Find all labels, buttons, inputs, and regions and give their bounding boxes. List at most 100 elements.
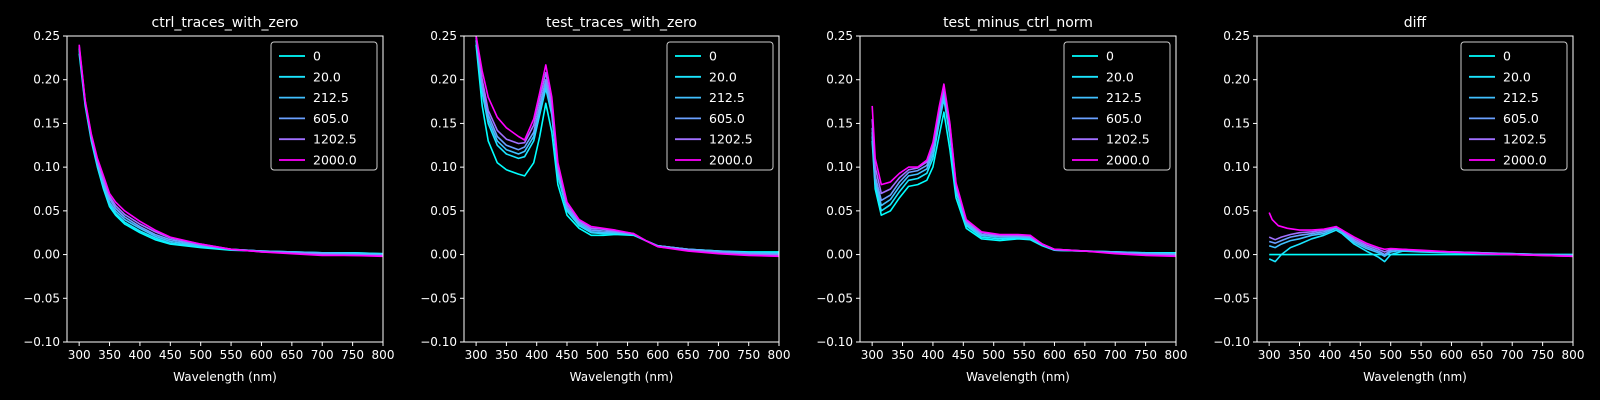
x-tick-label-1: 350 [98,348,121,362]
x-tick-label-0: 300 [465,348,488,362]
legend-box [1063,41,1171,171]
y-tick-label-2: 0.00 [1223,248,1250,262]
series-line-5 [78,44,383,258]
legend-box [1460,41,1568,171]
x-tick-label-5: 550 [616,348,639,362]
legend-label-2: 212.5 [1503,90,1539,105]
y-tick-label-5: 0.15 [430,116,457,130]
x-tick-label-6: 600 [1043,348,1066,362]
y-tick-label-0: −0.10 [420,335,457,349]
x-tick-label-9: 750 [1134,348,1157,362]
y-tick-label-2: 0.00 [33,248,60,262]
legend-label-3: 605.0 [1503,111,1539,126]
legend-label-4: 1202.5 [313,132,357,147]
x-tick-label-8: 700 [1104,348,1127,362]
y-tick-label-6: 0.20 [826,73,853,87]
x-tick-label-0: 300 [861,348,884,362]
x-tick-label-6: 600 [1440,348,1463,362]
x-tick-label-2: 400 [525,348,548,362]
legend-label-0: 0 [709,49,717,64]
x-axis-label: Wavelength (nm) [570,370,674,384]
legend-label-2: 212.5 [313,90,349,105]
legend-label-4: 1202.5 [1106,132,1150,147]
x-tick-label-0: 300 [1258,348,1281,362]
chart-title: ctrl_traces_with_zero [152,15,299,31]
y-tick-label-5: 0.15 [826,116,853,130]
x-tick-label-7: 650 [1073,348,1096,362]
x-axis-label: Wavelength (nm) [1363,370,1467,384]
x-tick-label-6: 600 [250,348,273,362]
y-tick-label-6: 0.20 [33,73,60,87]
chart-panel-4: 300 350 400 450 500 550 600 650 700 750 800 −0.10 −0… [1213,15,1584,384]
x-tick-label-5: 550 [220,348,243,362]
legend-label-1: 20.0 [1106,69,1134,84]
legend-label-5: 2000.0 [1503,153,1547,168]
y-tick-label-5: 0.15 [33,116,60,130]
x-tick-label-6: 600 [646,348,669,362]
x-tick-label-9: 750 [1531,348,1554,362]
x-tick-label-5: 550 [1410,348,1433,362]
y-tick-label-0: −0.10 [23,335,60,349]
y-tick-label-6: 0.20 [1223,73,1250,87]
legend-label-1: 20.0 [709,69,737,84]
x-tick-label-7: 650 [677,348,700,362]
chart-title: test_minus_ctrl_norm [943,15,1093,31]
legend-label-0: 0 [313,49,321,64]
x-tick-label-3: 450 [1349,348,1372,362]
chart-panel-2: 300 350 400 450 500 550 600 650 700 750 800 −0.10 −0… [420,15,790,384]
x-tick-label-3: 450 [159,348,182,362]
x-axis-label: Wavelength (nm) [966,370,1070,384]
x-tick-label-7: 650 [280,348,303,362]
y-tick-label-4: 0.10 [430,160,457,174]
y-tick-label-7: 0.25 [430,29,457,43]
y-tick-label-5: 0.15 [1223,116,1250,130]
x-tick-label-1: 350 [1288,348,1311,362]
chart-title: diff [1404,15,1427,31]
x-tick-label-1: 350 [495,348,518,362]
y-tick-label-1: −0.05 [420,291,457,305]
legend-label-3: 605.0 [1106,111,1142,126]
series-line-5 [1268,212,1573,258]
y-tick-label-3: 0.05 [1223,204,1250,218]
x-tick-label-3: 450 [952,348,975,362]
y-tick-label-7: 0.25 [1223,29,1250,43]
legend-label-4: 1202.5 [1503,132,1547,147]
x-tick-label-10: 800 [1562,348,1585,362]
y-tick-label-4: 0.10 [826,160,853,174]
chart-panel-3: 300 350 400 450 500 550 600 650 700 750 800 −0.10 −0… [816,15,1187,384]
x-tick-label-8: 700 [311,348,334,362]
y-tick-label-0: −0.10 [1213,335,1250,349]
legend-label-5: 2000.0 [313,153,357,168]
x-tick-label-8: 700 [707,348,730,362]
legend-label-5: 2000.0 [709,153,753,168]
legend-box [666,41,774,171]
legend-label-2: 212.5 [709,90,745,105]
x-tick-label-3: 450 [556,348,579,362]
axes-frame [1256,35,1574,343]
y-tick-label-1: −0.05 [1213,291,1250,305]
y-tick-label-4: 0.10 [33,160,60,174]
axes-frame [463,35,780,343]
y-tick-label-3: 0.05 [430,204,457,218]
x-tick-label-4: 500 [982,348,1005,362]
legend-label-2: 212.5 [1106,90,1142,105]
series-group [1268,212,1573,263]
series-group [475,36,779,258]
y-tick-label-7: 0.25 [826,29,853,43]
x-tick-label-8: 700 [1501,348,1524,362]
legend-label-5: 2000.0 [1106,153,1150,168]
x-tick-label-7: 650 [1470,348,1493,362]
y-tick-label-1: −0.05 [816,291,853,305]
x-tick-label-4: 500 [1379,348,1402,362]
legend: 0 20.0 212.5 605.0 1202.5 2000.0 [270,41,378,171]
x-axis-label: Wavelength (nm) [173,370,277,384]
x-tick-label-9: 750 [341,348,364,362]
x-tick-label-9: 750 [737,348,760,362]
y-tick-label-1: −0.05 [23,291,60,305]
chart-panel-1: 300 350 400 450 500 550 600 650 700 750 800 −0.10 −0… [23,15,394,384]
legend: 0 20.0 212.5 605.0 1202.5 2000.0 [1460,41,1568,171]
x-tick-label-10: 800 [372,348,395,362]
x-tick-label-2: 400 [921,348,944,362]
legend-label-1: 20.0 [1503,69,1531,84]
y-tick-label-3: 0.05 [826,204,853,218]
